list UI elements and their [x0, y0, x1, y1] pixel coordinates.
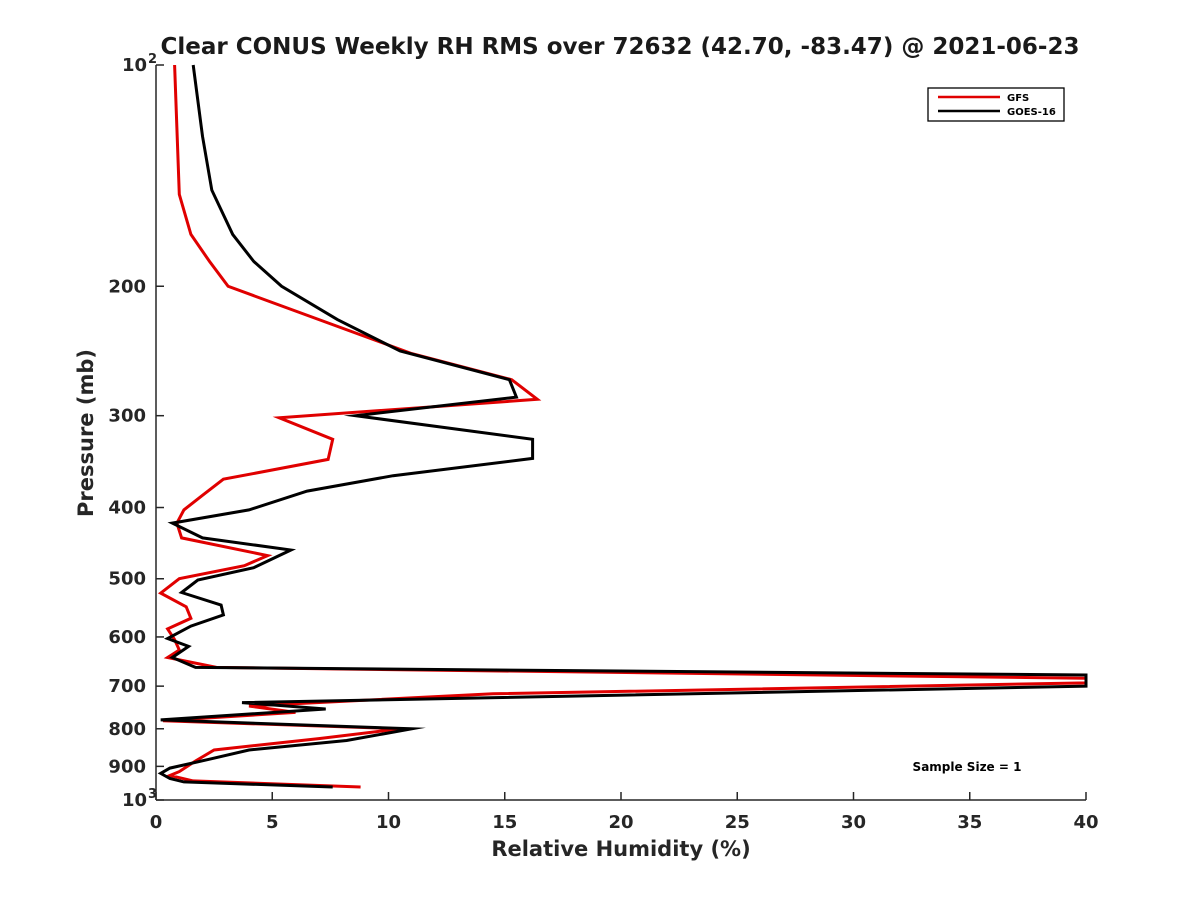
- y-tick-label: 10: [122, 790, 147, 811]
- x-axis-label: Relative Humidity (%): [491, 837, 750, 861]
- y-tick-label: 700: [108, 676, 146, 697]
- legend: GFS GOES-16: [927, 87, 1065, 122]
- y-axis-label: Pressure (mb): [74, 349, 98, 517]
- series-line-goes16: [157, 64, 1088, 789]
- x-tick-label: 30: [841, 812, 866, 833]
- y-tick-exponent: 3: [148, 787, 157, 802]
- sample-size-annotation: Sample Size = 1: [913, 760, 1022, 774]
- y-tick-label: 600: [108, 627, 146, 648]
- y-tick-label: 400: [108, 498, 146, 519]
- chart-title: Clear CONUS Weekly RH RMS over 72632 (42…: [161, 34, 1080, 60]
- series-line-gfs: [157, 64, 1088, 789]
- x-tick-label: 35: [957, 812, 982, 833]
- y-tick-label: 800: [108, 719, 146, 740]
- x-tick-label: 25: [725, 812, 750, 833]
- x-tick-label: 10: [376, 812, 401, 833]
- x-tick-label: 20: [608, 812, 633, 833]
- legend-box: [927, 87, 1065, 122]
- x-ticks: 0 5 10 15 20 25 30 35 40: [150, 792, 1099, 833]
- y-tick-label: 200: [108, 276, 146, 297]
- x-tick-label: 15: [492, 812, 517, 833]
- y-tick-label: 10: [122, 55, 147, 76]
- series: [157, 64, 1088, 789]
- legend-label-goes16: GOES-16: [1007, 107, 1056, 118]
- y-tick-label: 300: [108, 406, 146, 427]
- x-tick-label: 5: [266, 812, 279, 833]
- x-tick-label: 40: [1073, 812, 1098, 833]
- y-tick-exponent: 2: [148, 52, 157, 67]
- legend-label-gfs: GFS: [1007, 93, 1029, 104]
- y-tick-label: 500: [108, 569, 146, 590]
- x-tick-label: 0: [150, 812, 163, 833]
- y-tick-label: 900: [108, 756, 146, 777]
